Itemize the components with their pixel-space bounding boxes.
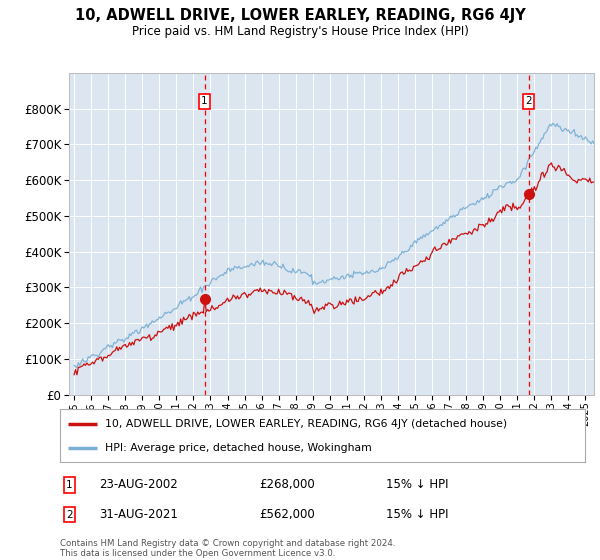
Text: 10, ADWELL DRIVE, LOWER EARLEY, READING, RG6 4JY: 10, ADWELL DRIVE, LOWER EARLEY, READING,… xyxy=(74,8,526,24)
Text: HPI: Average price, detached house, Wokingham: HPI: Average price, detached house, Woki… xyxy=(104,443,371,453)
Text: 15% ↓ HPI: 15% ↓ HPI xyxy=(386,478,448,492)
Text: 31-AUG-2021: 31-AUG-2021 xyxy=(100,508,178,521)
Text: 1: 1 xyxy=(201,96,208,106)
Text: 10, ADWELL DRIVE, LOWER EARLEY, READING, RG6 4JY (detached house): 10, ADWELL DRIVE, LOWER EARLEY, READING,… xyxy=(104,419,507,429)
Text: 1: 1 xyxy=(66,480,73,490)
Text: 23-AUG-2002: 23-AUG-2002 xyxy=(100,478,178,492)
Text: £562,000: £562,000 xyxy=(260,508,315,521)
Text: 2: 2 xyxy=(525,96,532,106)
Text: £268,000: £268,000 xyxy=(260,478,315,492)
Text: 2: 2 xyxy=(66,510,73,520)
Text: 15% ↓ HPI: 15% ↓ HPI xyxy=(386,508,448,521)
Text: Price paid vs. HM Land Registry's House Price Index (HPI): Price paid vs. HM Land Registry's House … xyxy=(131,25,469,38)
Text: Contains HM Land Registry data © Crown copyright and database right 2024.
This d: Contains HM Land Registry data © Crown c… xyxy=(60,539,395,558)
